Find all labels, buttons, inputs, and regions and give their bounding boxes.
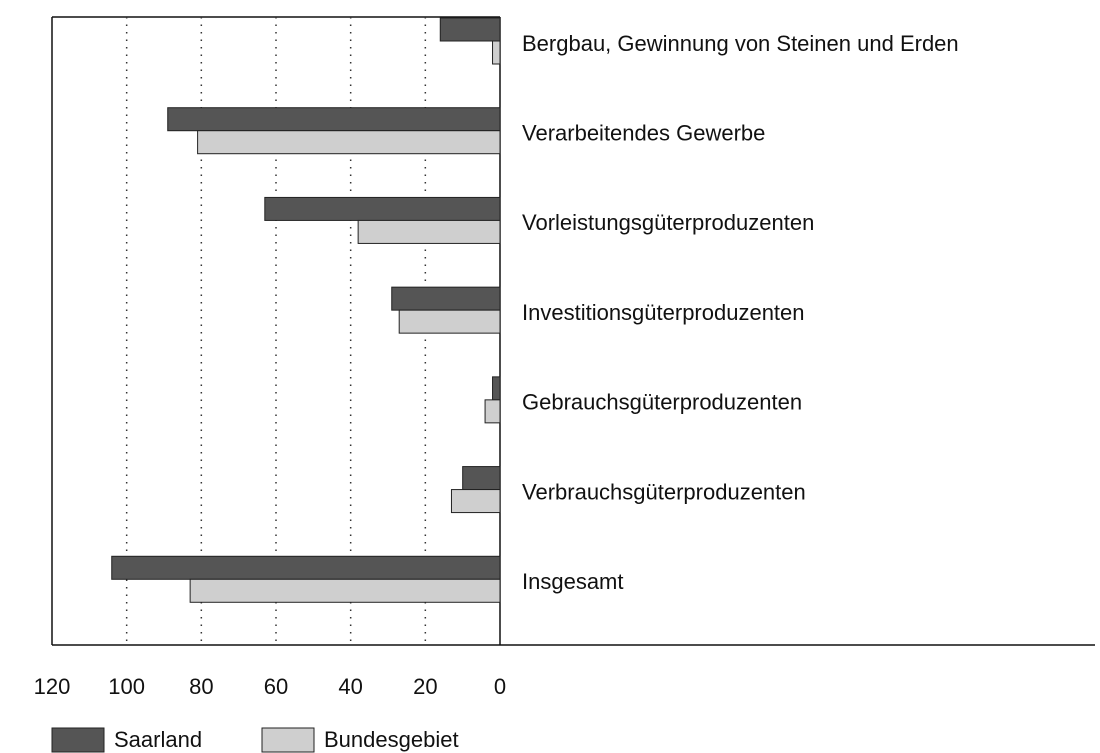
bar xyxy=(167,107,501,132)
bar xyxy=(189,578,501,603)
x-tick-label: 40 xyxy=(338,674,362,699)
x-tick-label: 80 xyxy=(189,674,213,699)
category-label: Verarbeitendes Gewerbe xyxy=(522,121,765,146)
legend-label: Bundesgebiet xyxy=(324,727,459,752)
bar xyxy=(484,399,501,424)
legend-label: Saarland xyxy=(114,727,202,752)
category-label: Investitionsgüterproduzenten xyxy=(522,300,805,325)
legend-swatch xyxy=(261,727,315,753)
category-label: Gebrauchsgüterproduzenten xyxy=(522,390,802,415)
bar xyxy=(450,489,501,514)
bar xyxy=(197,130,501,155)
bar xyxy=(391,286,501,311)
bar xyxy=(492,376,501,401)
bar xyxy=(398,309,501,334)
bar xyxy=(492,40,501,65)
bar xyxy=(462,466,501,491)
x-tick-label: 100 xyxy=(108,674,145,699)
x-tick-label: 120 xyxy=(34,674,71,699)
legend-swatch xyxy=(51,727,105,753)
category-label: Insgesamt xyxy=(522,569,624,594)
x-tick-label: 60 xyxy=(264,674,288,699)
bar xyxy=(264,196,501,221)
bar xyxy=(439,17,501,42)
category-label: Bergbau, Gewinnung von Steinen und Erden xyxy=(522,31,959,56)
x-tick-label: 20 xyxy=(413,674,437,699)
bar xyxy=(357,219,501,244)
x-tick-label: 0 xyxy=(494,674,506,699)
category-label: Vorleistungsgüterproduzenten xyxy=(522,210,814,235)
bar xyxy=(111,555,501,580)
category-label: Verbrauchsgüterproduzenten xyxy=(522,479,806,504)
